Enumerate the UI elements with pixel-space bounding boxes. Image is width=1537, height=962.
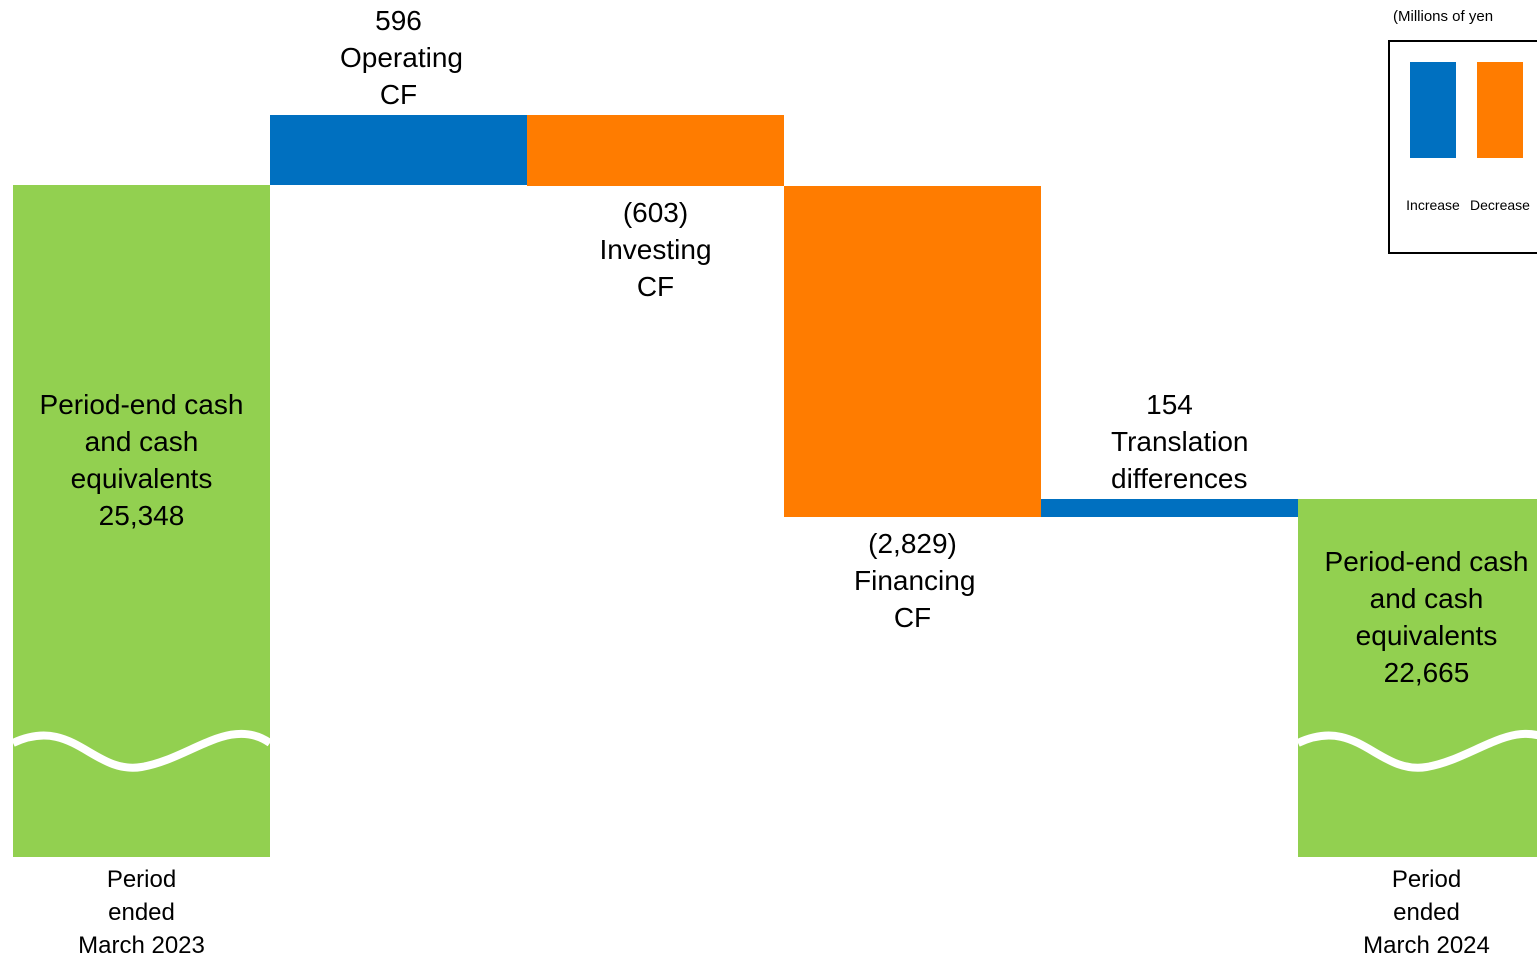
bar <box>527 115 784 186</box>
category-label: Investing CF <box>599 233 712 302</box>
value-label: (603) <box>622 196 689 228</box>
total-label-group: Period-end cash and cash equivalents 22,6… <box>1298 543 1537 691</box>
unit-label: (Millions of yen <box>1393 8 1494 25</box>
bar-label-group: 154 Translation differences <box>1041 386 1298 497</box>
bar <box>1298 499 1537 857</box>
category-label: Translation differences <box>1111 425 1249 494</box>
bar <box>1041 498 1298 517</box>
legend: Increase Decrease <box>1388 40 1537 254</box>
total-label: Period-end cash and cash equivalents <box>39 388 244 494</box>
value-label: 596 <box>375 5 422 36</box>
bar-label-group: 596 Operating CF <box>270 2 527 113</box>
break-wave <box>1296 729 1537 772</box>
category-label: Operating CF <box>340 42 463 110</box>
bar <box>784 185 1041 517</box>
bar <box>13 184 270 857</box>
legend-label: Increase <box>1406 197 1460 213</box>
value-label: 25,348 <box>98 499 185 531</box>
total-label: Period-end cash and cash equivalents <box>1324 546 1529 652</box>
bar <box>270 115 527 185</box>
legend-swatch <box>1410 62 1456 158</box>
total-label-group: Period-end cash and cash equivalents 25,3… <box>13 386 270 534</box>
value-label: 22,665 <box>1383 657 1470 689</box>
legend-swatch <box>1477 62 1523 158</box>
axis-break <box>0 0 1537 925</box>
value-label: 154 <box>1146 388 1193 420</box>
legend-label: Decrease <box>1470 197 1530 213</box>
category-label: Financing CF <box>854 565 976 633</box>
bar-label-group: (2,829) Financing CF <box>784 525 1041 636</box>
value-label: (2,829) <box>868 528 957 559</box>
break-wave <box>11 729 273 772</box>
bar-label-group: (603) Investing CF <box>527 194 784 305</box>
